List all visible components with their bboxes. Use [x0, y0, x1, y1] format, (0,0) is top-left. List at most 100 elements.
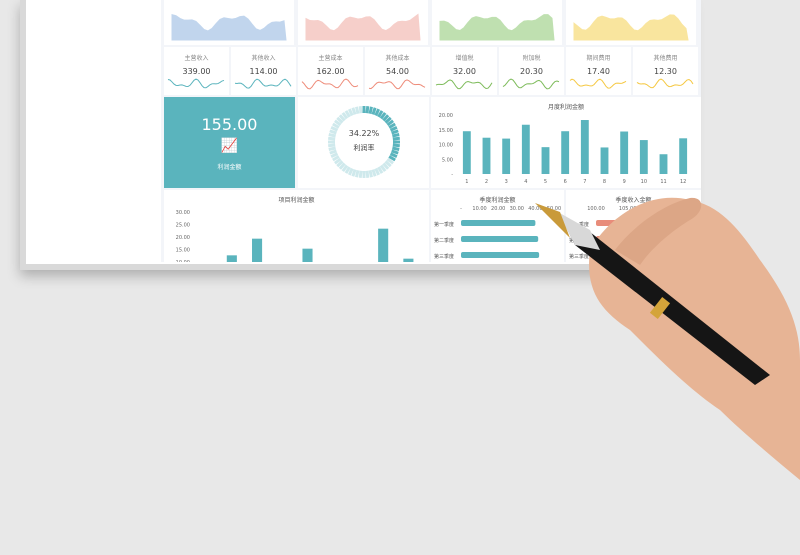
kpi-card: 其他费用 12.30 [633, 47, 698, 95]
bar [403, 258, 414, 262]
x-tick-label: 10.00 [472, 206, 486, 212]
pen-nib [535, 203, 570, 238]
donut-segment [330, 125, 339, 132]
x-tick-label: 20.00 [491, 206, 505, 212]
donut-segment [358, 170, 363, 178]
sparkline [435, 79, 493, 90]
donut-segment [351, 107, 357, 115]
donut-segment [355, 170, 360, 178]
bar [580, 120, 589, 174]
growth-chart-icon: 📈 [220, 138, 239, 154]
donut-segment [386, 119, 395, 127]
bar [378, 228, 389, 262]
chart-title: 项目利润金额 [278, 197, 315, 204]
kpi-card: 附加税 20.30 [499, 47, 564, 95]
margin-value: 34.22% [349, 129, 380, 138]
donut-segment [365, 170, 370, 178]
bar [679, 138, 688, 174]
kpi-value: 54.00 [386, 67, 409, 76]
margin-label: 利润率 [354, 143, 375, 152]
y-tick-label: 10.00 [176, 260, 190, 262]
x-tick-label: 100.00 [587, 206, 605, 212]
bar [521, 124, 530, 174]
y-tick-label: 30.00 [176, 210, 190, 216]
donut-segment [391, 149, 399, 155]
donut-segment [333, 119, 342, 127]
x-tick-label: 30.00 [510, 206, 524, 212]
donut-segment [329, 129, 337, 135]
hand [589, 197, 800, 481]
donut-segment [377, 166, 384, 174]
bar [461, 252, 540, 258]
sparkline [234, 78, 292, 89]
x-tick-label: 8 [603, 179, 606, 185]
donut-segment [347, 167, 354, 176]
profit-value: 155.00 [201, 115, 258, 134]
x-tick-label: 11 [660, 179, 666, 185]
chart-title: 月度利润金额 [547, 104, 584, 111]
x-tick-label: 2 [485, 179, 488, 185]
kpi-label: 期间费用 [586, 55, 611, 62]
donut-segment [358, 106, 363, 114]
x-tick-label: 50.00 [547, 206, 561, 212]
sparkline-series [502, 78, 560, 90]
area-series [171, 13, 287, 41]
donut-segment [391, 129, 399, 135]
kpi-card: 期间费用 17.40 [566, 47, 631, 95]
kpi-value: 12.30 [654, 67, 677, 76]
bar [600, 147, 609, 174]
donut-segment [392, 136, 400, 141]
area-series [305, 13, 421, 41]
area-chart [573, 14, 689, 41]
bar [462, 131, 471, 174]
donut-segment [336, 160, 344, 168]
x-tick-label: 12 [680, 179, 686, 185]
kpi-label: 主营成本 [318, 55, 343, 62]
sparkline [368, 79, 426, 90]
x-tick-label: 9 [623, 179, 626, 185]
area-chart-card [432, 0, 562, 45]
y-tick-label: 25.00 [176, 223, 190, 229]
x-tick-label: 6 [564, 179, 567, 185]
area-series [573, 14, 689, 41]
sparkline [301, 78, 359, 90]
donut-segment [344, 166, 351, 174]
donut-segment [382, 114, 390, 122]
kpi-label: 增值税 [455, 55, 474, 62]
bar [302, 248, 313, 262]
kpi-card: 其他收入 114.00 [231, 47, 296, 95]
donut-segment [341, 111, 349, 120]
sparkline [167, 78, 225, 89]
kpi-label: 附加税 [522, 55, 541, 62]
donut-segment [328, 143, 336, 148]
donut-segment [351, 169, 357, 177]
y-tick-label: 20.00 [176, 235, 190, 241]
x-tick-label: 10 [641, 179, 647, 185]
area-chart [171, 13, 287, 41]
bar [639, 140, 648, 174]
donut-segment [330, 152, 339, 159]
y-tick-label: 第三季度 [434, 253, 454, 260]
donut-segment [368, 170, 373, 178]
donut-segment [384, 160, 392, 168]
y-tick-label: 第一季度 [434, 221, 454, 228]
donut-segment [388, 155, 396, 162]
donut-segment [355, 106, 360, 114]
donut-segment [392, 143, 400, 148]
kpi-card: 主营成本 162.00 [298, 47, 363, 95]
donut-segment [338, 162, 346, 170]
x-tick-label: - [460, 206, 462, 212]
donut-segment [365, 106, 370, 114]
donut-segment [332, 122, 340, 129]
x-tick-label: 40.00 [528, 206, 542, 212]
sparkline-series [301, 78, 359, 90]
y-tick-label: 第三季度 [569, 253, 589, 260]
margin-card: 34.22% 利润率 [298, 97, 429, 188]
donut-segment [377, 110, 384, 118]
bar-chart-card: 月度利润金额 20.00 15.00 10.00 5.00-1 2 3 4 5 6 7 8 9 10 11 1… [431, 97, 701, 188]
donut-segment [347, 108, 354, 117]
donut-segment [374, 167, 381, 176]
bar [541, 147, 550, 174]
sparkline-series [368, 79, 426, 90]
profit-card: 155.00 📈 利润金额 [164, 97, 295, 188]
